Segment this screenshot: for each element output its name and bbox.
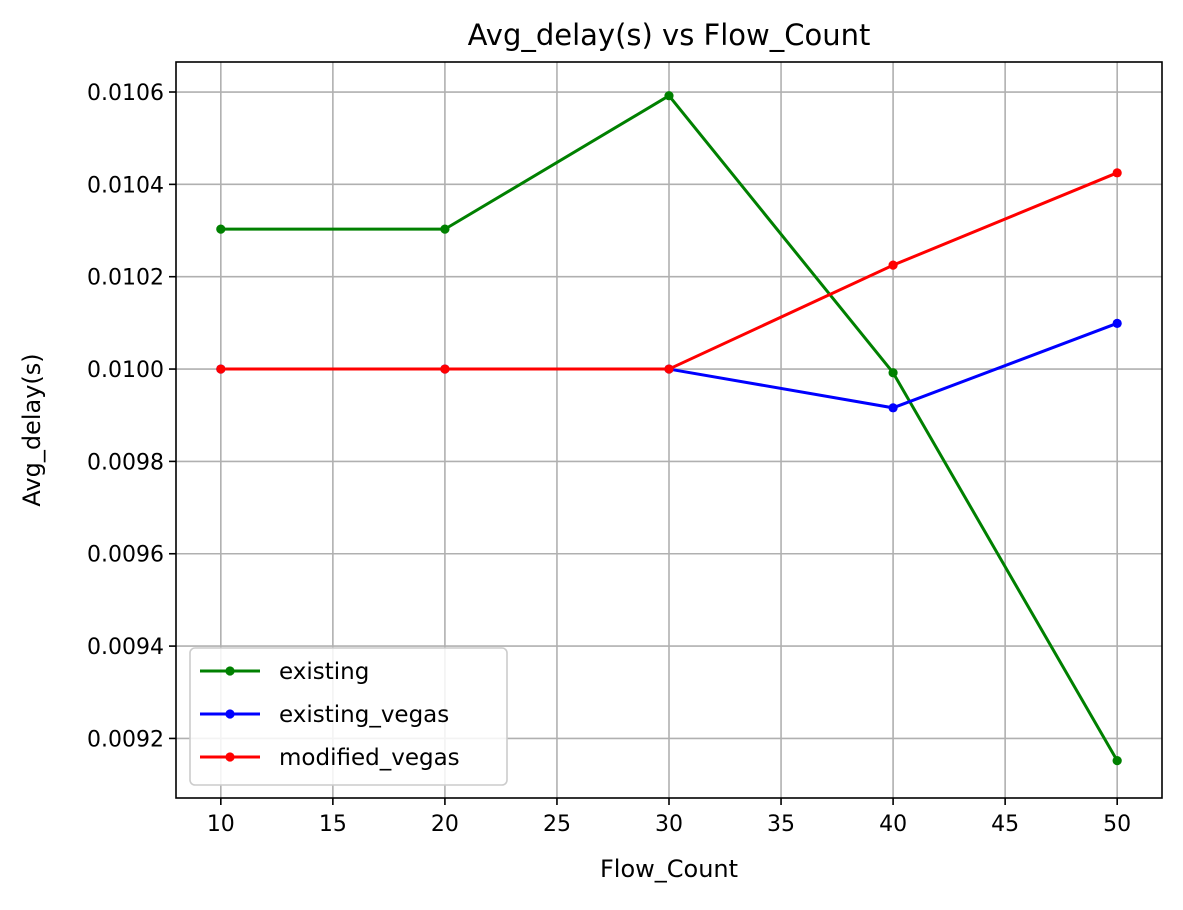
series-existing [216,91,1122,766]
y-tick-label: 0.0106 [87,81,164,106]
y-tick-label: 0.0096 [87,543,164,568]
legend-marker [225,709,235,719]
legend-label: existing [279,659,369,685]
data-point [1112,168,1122,178]
legend-label: modified_vegas [279,745,460,771]
legend-box [189,647,508,786]
data-point [664,91,674,101]
legend-marker [225,666,235,676]
legend-item-existing-vegas: existing_vegas [200,702,449,728]
y-tick-label: 0.0100 [87,358,164,383]
x-tick-label: 30 [655,812,683,837]
y-tick-label: 0.0092 [87,727,164,752]
x-tick-label: 20 [431,812,459,837]
data-point [440,364,450,374]
data-point [1112,318,1122,328]
chart-title: Avg_delay(s) vs Flow_Count [468,18,871,52]
data-point [888,403,898,413]
x-axis-label: Flow_Count [600,855,738,883]
series-modified-vegas [216,168,1122,374]
data-point [216,364,226,374]
data-point [440,224,450,234]
x-tick-label: 45 [991,812,1019,837]
data-point [664,364,674,374]
x-tick-label: 40 [879,812,907,837]
legend: existing existing_vegas modified_vegas [189,647,508,786]
x-tick-label: 25 [543,812,571,837]
x-tick-label: 50 [1103,812,1131,837]
y-tick-label: 0.0098 [87,450,164,475]
data-point [888,260,898,270]
series-layer [216,91,1122,766]
y-tick-label: 0.0104 [87,173,164,198]
y-tick-label: 0.0094 [87,635,164,660]
y-axis-label: Avg_delay(s) [18,353,46,506]
data-point [1112,755,1122,766]
data-point [888,368,898,378]
x-tick-label: 35 [767,812,795,837]
x-tick-label: 15 [319,812,347,837]
axis-ticks: 10 15 20 25 30 35 40 45 50 0.0092 0.0094 0.0096 0.00… [87,81,1131,837]
x-tick-label: 10 [207,812,235,837]
y-tick-label: 0.0102 [87,266,164,291]
data-point [216,224,226,234]
legend-label: existing_vegas [279,702,449,728]
legend-item-existing: existing [200,659,369,685]
legend-marker [225,752,235,762]
legend-item-modified-vegas: modified_vegas [200,745,460,771]
